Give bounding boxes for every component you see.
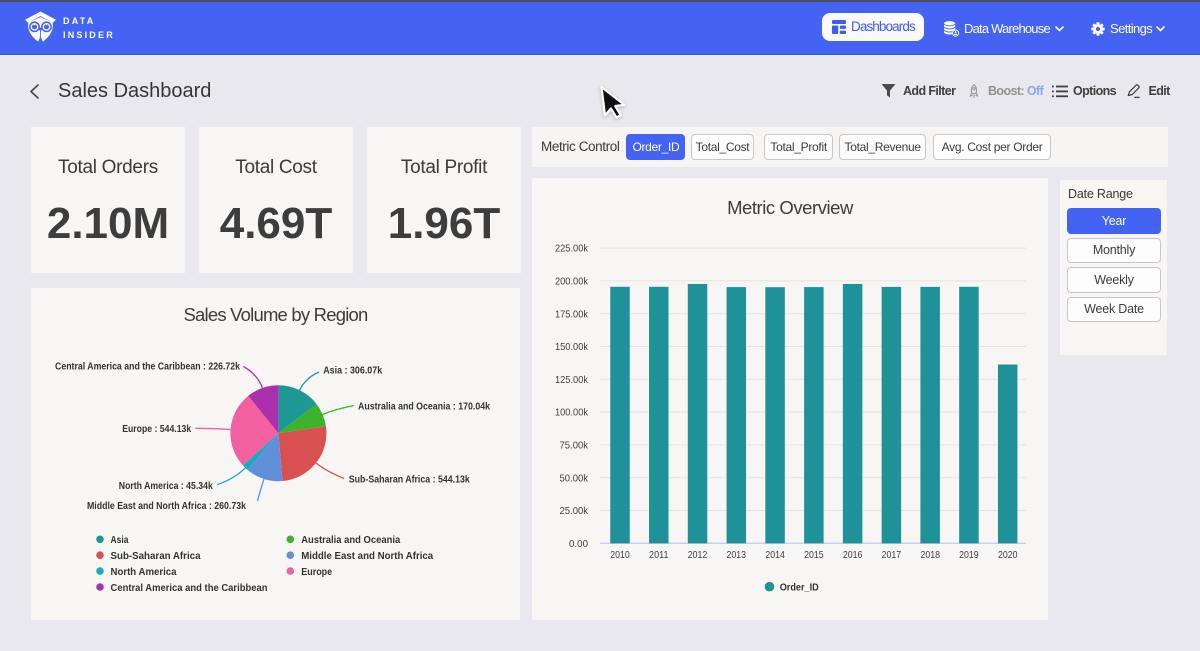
svg-text:2020: 2020 xyxy=(998,549,1018,561)
svg-text:2017: 2017 xyxy=(882,549,902,561)
svg-text:2010: 2010 xyxy=(610,549,630,561)
svg-text:Sub-Saharan Africa: Sub-Saharan Africa xyxy=(111,550,201,562)
svg-text:175.00k: 175.00k xyxy=(555,308,589,320)
svg-text:75.00k: 75.00k xyxy=(560,440,589,452)
svg-text:North America : 45.34k: North America : 45.34k xyxy=(119,480,213,492)
svg-text:2014: 2014 xyxy=(765,549,785,561)
svg-text:Asia: Asia xyxy=(111,534,129,546)
svg-text:Middle East and North Africa :: Middle East and North Africa : 260.73k xyxy=(87,500,246,512)
svg-text:150.00k: 150.00k xyxy=(555,341,589,353)
svg-text:Australia and Oceania: Australia and Oceania xyxy=(301,534,400,546)
svg-text:Order_ID: Order_ID xyxy=(780,582,819,594)
svg-text:North America: North America xyxy=(111,566,177,578)
svg-text:200.00k: 200.00k xyxy=(555,276,589,288)
svg-text:2016: 2016 xyxy=(843,549,863,561)
svg-text:Sub-Saharan Africa : 544.13k: Sub-Saharan Africa : 544.13k xyxy=(349,473,470,485)
svg-text:25.00k: 25.00k xyxy=(560,505,589,517)
svg-text:Asia : 306.07k: Asia : 306.07k xyxy=(323,365,382,377)
svg-text:Middle East and North Africa: Middle East and North Africa xyxy=(301,550,433,562)
svg-text:Europe: Europe xyxy=(301,566,332,578)
svg-text:2015: 2015 xyxy=(804,549,824,561)
svg-text:2012: 2012 xyxy=(688,549,708,561)
svg-text:2013: 2013 xyxy=(727,549,747,561)
svg-text:Australia and Oceania : 170.04: Australia and Oceania : 170.04k xyxy=(358,400,490,412)
svg-text:225.00k: 225.00k xyxy=(555,243,589,255)
svg-text:2011: 2011 xyxy=(649,549,669,561)
svg-text:0.00: 0.00 xyxy=(569,538,588,550)
svg-text:2019: 2019 xyxy=(959,549,979,561)
svg-text:50.00k: 50.00k xyxy=(560,472,589,484)
svg-text:100.00k: 100.00k xyxy=(555,407,589,419)
svg-text:125.00k: 125.00k xyxy=(555,374,589,386)
svg-text:Central America and the Caribb: Central America and the Caribbean xyxy=(111,582,268,594)
svg-text:Central America and the Caribb: Central America and the Caribbean : 226.… xyxy=(55,361,240,373)
svg-text:Europe : 544.13k: Europe : 544.13k xyxy=(122,423,191,435)
svg-text:2018: 2018 xyxy=(920,549,940,561)
